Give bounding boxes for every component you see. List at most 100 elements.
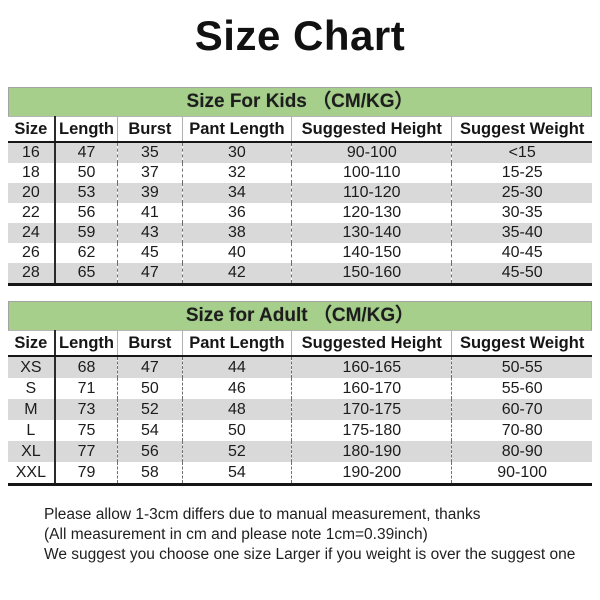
- cell: 160-170: [291, 378, 452, 399]
- cell: 150-160: [291, 263, 452, 285]
- cell: 100-110: [291, 163, 452, 183]
- cell: 34: [181, 183, 292, 203]
- table-row: XXL 79 58 54 190-200 90-100: [8, 462, 592, 485]
- cell: 28: [8, 263, 55, 285]
- cell: 16: [8, 142, 55, 163]
- cell: 58: [117, 462, 183, 485]
- cell: 50-55: [451, 356, 592, 378]
- column-header-suggested-height: Suggested Height: [291, 116, 452, 143]
- adult-size-table: Size Length Burst Pant Length Suggested …: [8, 330, 592, 486]
- cell: 73: [53, 399, 118, 420]
- kids-header-row: Size Length Burst Pant Length Suggested …: [8, 116, 592, 143]
- cell: 25-30: [451, 183, 592, 203]
- column-header-length: Length: [53, 116, 118, 143]
- table-row: 24 59 43 38 130-140 35-40: [8, 223, 592, 243]
- cell: 24: [8, 223, 55, 243]
- page-title: Size Chart: [194, 12, 406, 59]
- cell: 39: [117, 183, 183, 203]
- cell: 15-25: [451, 163, 592, 183]
- cell: 36: [181, 203, 292, 223]
- column-header-burst: Burst: [117, 116, 183, 143]
- cell: 45: [117, 243, 183, 263]
- cell: 140-150: [291, 243, 452, 263]
- cell: 56: [53, 203, 118, 223]
- cell: <15: [451, 142, 592, 163]
- cell: 47: [53, 142, 118, 163]
- column-header-size: Size: [8, 330, 55, 357]
- cell: 45-50: [451, 263, 592, 285]
- cell: 180-190: [291, 441, 452, 462]
- cell: S: [25, 380, 37, 397]
- measurement-notes: Please allow 1-3cm differs due to manual…: [44, 505, 600, 565]
- cell: 20: [8, 183, 55, 203]
- column-header-suggested-height: Suggested Height: [291, 330, 452, 357]
- cell: 59: [53, 223, 118, 243]
- adult-header-row: Size Length Burst Pant Length Suggested …: [8, 330, 592, 357]
- column-header-burst: Burst: [117, 330, 183, 357]
- note-line: (All measurement in cm and please note 1…: [44, 526, 428, 543]
- note-line: We suggest you choose one size Larger if…: [44, 546, 576, 563]
- cell: 175-180: [291, 420, 452, 441]
- cell: 30-35: [451, 203, 592, 223]
- note-line: Please allow 1-3cm differs due to manual…: [44, 506, 481, 523]
- cell: 77: [53, 441, 118, 462]
- cell: 42: [181, 263, 292, 285]
- cell: 75: [53, 420, 118, 441]
- cell: 90-100: [451, 462, 592, 485]
- cell: XXL: [15, 464, 46, 481]
- cell: 190-200: [291, 462, 452, 485]
- kids-size-section: Size For Kids （CM/KG） Size Length Burst …: [8, 87, 592, 286]
- table-row: 18 50 37 32 100-110 15-25: [8, 163, 592, 183]
- table-row: S 71 50 46 160-170 55-60: [8, 378, 592, 399]
- cell: 48: [181, 399, 292, 420]
- table-row: 22 56 41 36 120-130 30-35: [8, 203, 592, 223]
- cell: L: [26, 422, 36, 439]
- cell: 54: [117, 420, 183, 441]
- cell: 35-40: [451, 223, 592, 243]
- column-header-pant-length: Pant Length: [181, 116, 292, 143]
- cell: 60-70: [451, 399, 592, 420]
- cell: 35: [117, 142, 183, 163]
- cell: 52: [181, 441, 292, 462]
- table-row: 20 53 39 34 110-120 25-30: [8, 183, 592, 203]
- cell: 50: [53, 163, 118, 183]
- adult-section-banner: Size for Adult （CM/KG）: [8, 301, 592, 330]
- cell: 52: [117, 399, 183, 420]
- cell: 37: [117, 163, 183, 183]
- table-row: XL 77 56 52 180-190 80-90: [8, 441, 592, 462]
- cell: 26: [21, 244, 40, 261]
- cell: 22: [21, 204, 40, 221]
- table-row: 16 47 35 30 90-100 <15: [8, 142, 592, 163]
- cell: 80-90: [451, 441, 592, 462]
- cell: 56: [117, 441, 183, 462]
- table-row: 26 62 45 40 140-150 40-45: [8, 243, 592, 263]
- cell: 18: [21, 164, 40, 181]
- cell: XS: [8, 356, 55, 378]
- column-header-size: Size: [8, 116, 55, 143]
- cell: 68: [53, 356, 118, 378]
- cell: 40: [181, 243, 292, 263]
- kids-size-table: Size Length Burst Pant Length Suggested …: [8, 116, 592, 286]
- table-row: XS 68 47 44 160-165 50-55: [8, 356, 592, 378]
- cell: 30: [181, 142, 292, 163]
- cell: M: [8, 399, 55, 420]
- table-row: M 73 52 48 170-175 60-70: [8, 399, 592, 420]
- cell: 40-45: [451, 243, 592, 263]
- column-header-suggest-weight: Suggest Weight: [451, 330, 592, 357]
- cell: 170-175: [291, 399, 452, 420]
- table-row: 28 65 47 42 150-160 45-50: [8, 263, 592, 285]
- cell: 50: [181, 420, 292, 441]
- cell: 53: [53, 183, 118, 203]
- cell: 130-140: [291, 223, 452, 243]
- cell: 38: [181, 223, 292, 243]
- cell: 41: [117, 203, 183, 223]
- kids-section-banner: Size For Kids （CM/KG）: [8, 87, 592, 116]
- cell: 43: [117, 223, 183, 243]
- cell: 47: [117, 356, 183, 378]
- cell: 54: [181, 462, 292, 485]
- cell: 90-100: [291, 142, 452, 163]
- cell: 79: [53, 462, 118, 485]
- cell: 50: [117, 378, 183, 399]
- column-header-length: Length: [53, 330, 118, 357]
